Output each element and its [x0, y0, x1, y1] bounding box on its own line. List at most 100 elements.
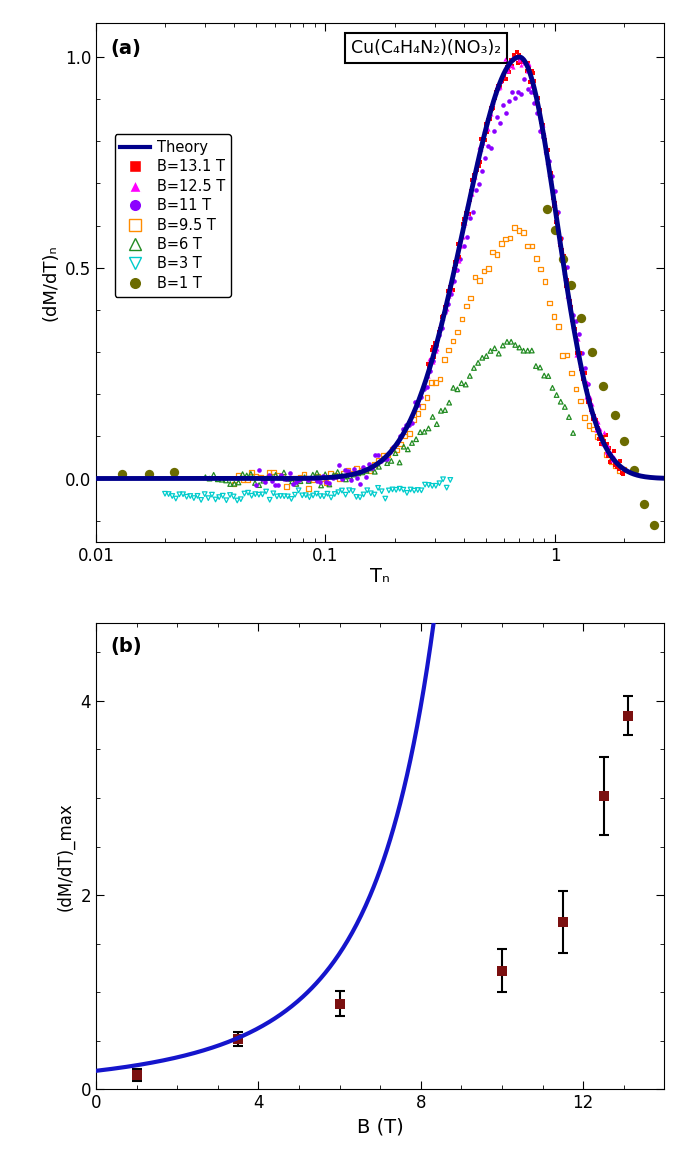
Point [482, 137, 493, 156]
Point [597, 435, 608, 453]
Point [530, 84, 540, 103]
Point [558, 247, 569, 266]
Point [169, 463, 180, 481]
Point [579, 363, 590, 382]
Point [524, 55, 535, 73]
Point [196, 490, 207, 509]
Point [575, 391, 586, 410]
Point [453, 252, 464, 270]
Point [549, 220, 560, 239]
Point [503, 92, 514, 111]
Point [562, 284, 573, 303]
Point [419, 475, 430, 494]
Point [448, 332, 459, 351]
Point [308, 471, 319, 489]
Point [353, 464, 364, 482]
Point [321, 473, 332, 492]
Point [379, 450, 390, 468]
Point [540, 144, 551, 163]
Point [451, 260, 462, 278]
Point [465, 289, 476, 308]
Point [409, 481, 420, 500]
Point [573, 344, 584, 362]
Point [329, 466, 340, 485]
Point [448, 264, 459, 283]
Point [541, 153, 552, 171]
Point [476, 140, 487, 158]
Point [440, 298, 451, 317]
Point [522, 341, 533, 360]
Point [506, 56, 517, 75]
Point [516, 56, 527, 75]
Point [281, 476, 292, 495]
Point [558, 913, 569, 932]
Point [607, 450, 618, 468]
Point [272, 476, 283, 495]
Point [561, 287, 572, 305]
Point [260, 468, 271, 487]
Point [336, 481, 347, 500]
Point [312, 464, 323, 482]
Point [253, 486, 264, 504]
Point [509, 218, 520, 236]
Point [401, 483, 412, 502]
Point [399, 426, 410, 445]
Point [545, 163, 556, 182]
Point [398, 480, 409, 499]
Point [221, 471, 232, 489]
Point [590, 411, 601, 430]
Point [434, 369, 445, 388]
Point [415, 388, 426, 407]
Point [574, 344, 585, 362]
Point [544, 164, 555, 183]
Point [610, 456, 621, 474]
Point [430, 373, 441, 391]
Point [500, 50, 511, 69]
Point [434, 474, 445, 493]
Point [329, 485, 340, 503]
Point [291, 474, 302, 493]
Point [458, 210, 469, 228]
Point [466, 184, 477, 203]
Point [583, 393, 594, 411]
Point [476, 162, 487, 181]
Point [257, 485, 268, 503]
Point [426, 373, 437, 391]
Point [552, 223, 563, 241]
Point [295, 468, 306, 487]
Point [258, 472, 269, 490]
Point [522, 80, 533, 99]
Point [242, 469, 253, 488]
Point [458, 216, 469, 234]
Point [589, 407, 600, 425]
Point [455, 249, 466, 268]
Point [438, 304, 449, 323]
Point [233, 473, 244, 492]
Point [606, 450, 617, 468]
Point [600, 443, 611, 461]
Point [384, 481, 395, 500]
Point [525, 77, 536, 96]
Point [513, 83, 524, 101]
Point [527, 236, 538, 255]
Point [387, 480, 398, 499]
Point [649, 516, 660, 535]
Point [586, 402, 597, 421]
Point [526, 62, 537, 80]
Point [373, 446, 384, 465]
Point [532, 93, 543, 112]
Point [623, 706, 634, 725]
Point [628, 460, 639, 479]
Point [377, 450, 388, 468]
Point [340, 486, 351, 504]
Point [308, 486, 319, 504]
Point [463, 204, 474, 223]
Point [379, 489, 390, 508]
Point [549, 193, 560, 212]
Point [512, 47, 523, 65]
Point [560, 268, 571, 287]
Point [461, 297, 472, 316]
Point [443, 285, 454, 304]
Point [440, 303, 451, 322]
Point [455, 234, 466, 253]
